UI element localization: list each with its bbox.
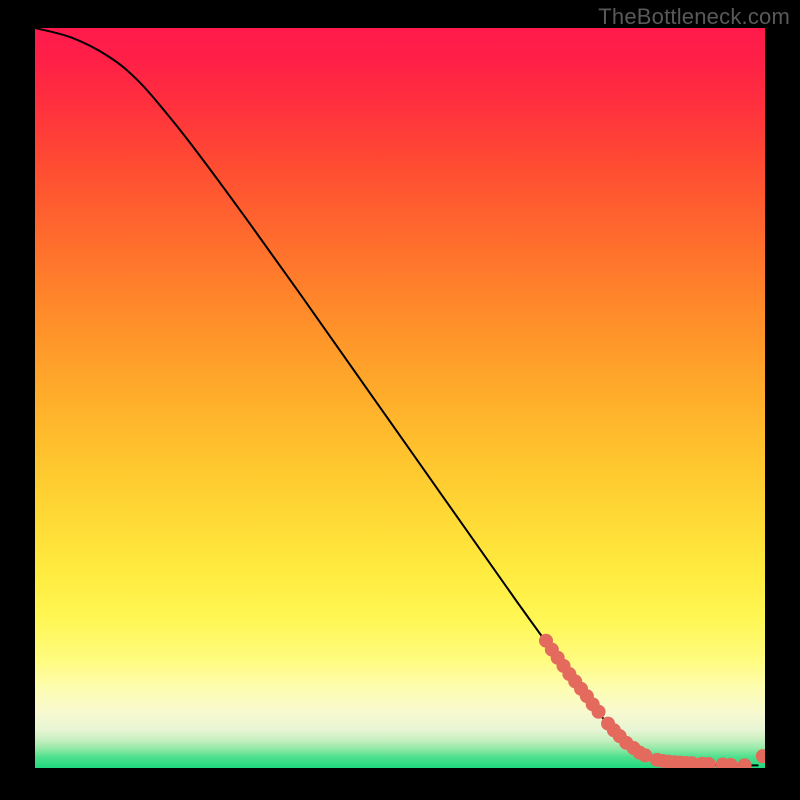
watermark-text: TheBottleneck.com	[598, 4, 790, 30]
chart-marker	[738, 759, 751, 768]
chart-marker	[756, 750, 765, 763]
chart-marker	[639, 749, 652, 762]
chart-background	[35, 28, 765, 768]
chart-marker	[592, 705, 605, 718]
chart-marker	[702, 758, 715, 769]
chart-marker	[724, 758, 737, 768]
chart-plot-area	[35, 28, 765, 768]
